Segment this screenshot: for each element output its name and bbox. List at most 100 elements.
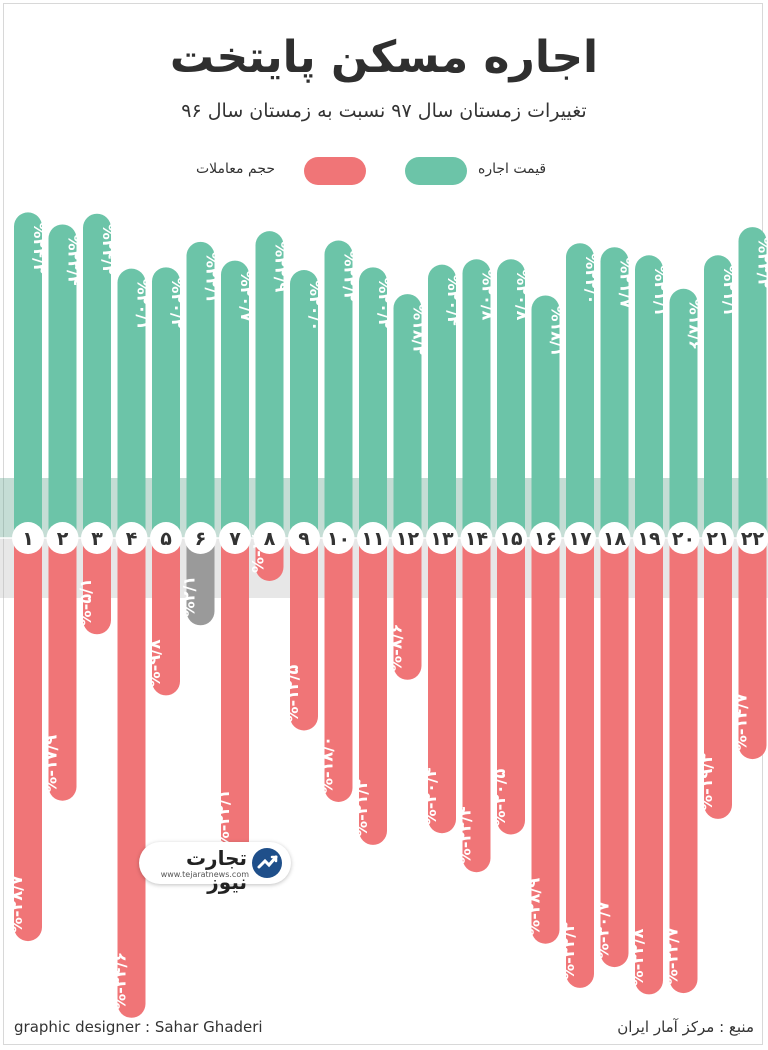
volume-bar	[221, 524, 249, 856]
category-label: ۴	[126, 528, 138, 550]
rent-value-label: %۲۰/۷	[237, 271, 256, 322]
volume-bar	[635, 524, 663, 995]
category-circle	[633, 522, 665, 554]
rent-value-label: %۲۳/۲	[755, 237, 768, 288]
rent-bar	[359, 267, 387, 552]
category-circle	[288, 522, 320, 554]
category-label: ۱۰	[327, 528, 350, 550]
volume-bar	[497, 524, 525, 835]
volume-value-label: %-۱۲/۵	[283, 664, 302, 722]
rent-value-label: %۲۴/۳	[30, 222, 49, 273]
chart-subtitle: تغییرات زمستان سال ۹۷ نسبت به زمستان سال…	[181, 100, 587, 122]
category-circle	[253, 522, 286, 554]
legend-rent-label: قیمت اجاره	[478, 161, 547, 177]
category-label: ۲	[57, 528, 69, 550]
volume-bar	[738, 524, 767, 760]
volume-value-label: %-۲۰/۴	[421, 767, 440, 825]
legend-rent-swatch	[405, 157, 467, 185]
category-label: ۲۰	[672, 528, 695, 550]
category-circle	[115, 522, 148, 554]
rent-value-label: %۲۲/۲	[341, 251, 360, 302]
volume-value-label: %-۳۲/۷	[663, 927, 682, 985]
rent-bar	[290, 270, 318, 552]
brand-badge: تجارت نیوز www.tejaratnews.com	[139, 842, 291, 894]
category-label: ۹	[298, 528, 310, 550]
rent-value-label: %۲۴/۲	[99, 224, 118, 275]
category-label: ۱۹	[637, 528, 661, 550]
tejaratnews-logo-icon	[252, 848, 282, 878]
volume-bar	[152, 524, 180, 696]
rent-value-label: %۱۸/۲	[410, 304, 429, 355]
volume-bar	[324, 524, 353, 802]
rent-value-label: %۲۰/۱	[134, 279, 153, 330]
rent-value-label: %۲۰/۸	[513, 269, 532, 320]
rent-bar	[738, 227, 767, 552]
rent-value-label: %۲۰/۴	[444, 275, 463, 326]
rent-value-label: %۲۳/۴	[65, 234, 84, 285]
category-circle	[184, 522, 217, 554]
rent-bar	[186, 241, 215, 553]
rent-value-label: %۲۱/۷	[617, 257, 636, 308]
source-credit: منبع : مرکز آمار ایران	[617, 1018, 754, 1036]
rent-bar	[531, 295, 560, 552]
rent-bar	[600, 247, 629, 552]
category-label: ۲۲	[741, 528, 765, 550]
category-label: ۱۶	[534, 528, 557, 550]
volume-bar	[669, 524, 698, 994]
rent-bar	[566, 243, 594, 552]
volume-bar	[359, 524, 387, 845]
category-circle	[460, 522, 493, 554]
volume-value-label: %-۲۱/۳	[352, 779, 371, 837]
volume-value-label: %-۲۸/۷	[7, 875, 26, 933]
volume-value-label: %۲/۱	[180, 576, 199, 617]
rent-value-label: %۱۸/۱	[548, 305, 567, 356]
volume-bar	[566, 524, 594, 988]
volume-bar	[704, 524, 732, 819]
category-label: ۱۴	[465, 528, 488, 550]
legend-volume-label: حجم معاملات	[196, 161, 276, 177]
volume-value-label: %-۲۳/۴	[456, 806, 475, 864]
rent-bar	[497, 259, 525, 552]
volume-value-label: %-۳۰/۷	[594, 901, 613, 959]
rent-bar	[152, 267, 180, 552]
volume-bar	[600, 524, 629, 968]
rent-bar	[393, 294, 422, 552]
volume-value-label: %-۱۴/۷	[732, 693, 751, 751]
volume-bar	[428, 524, 456, 834]
category-label: ۷	[229, 528, 241, 550]
category-circle	[529, 522, 562, 554]
category-circle	[736, 522, 768, 554]
rent-bar	[428, 264, 456, 552]
legend-volume-swatch	[304, 157, 366, 185]
category-circle	[81, 522, 113, 554]
category-label: ۱۲	[396, 528, 420, 550]
volume-bar	[48, 524, 77, 801]
rent-value-label: %۲۰/۲	[375, 277, 394, 328]
category-label: ۸	[264, 528, 276, 550]
category-circle	[495, 522, 527, 554]
category-circle	[702, 522, 734, 554]
rent-bar	[221, 260, 249, 552]
rent-bar	[704, 255, 732, 552]
rent-value-label: %۲۲/۰	[582, 253, 601, 304]
volume-value-label: %-۱۷/۹	[42, 735, 61, 793]
category-label: ۱	[22, 528, 34, 550]
rent-bar	[117, 268, 146, 552]
brand-url: www.tejaratnews.com	[160, 870, 249, 879]
rent-bar	[462, 259, 491, 552]
category-label: ۱۳	[430, 528, 454, 550]
rent-bar	[324, 240, 353, 552]
chart-title: اجاره مسکن پایتخت	[169, 32, 599, 83]
rent-bar	[255, 231, 284, 552]
volume-value-label: %-۱۹/۳	[697, 753, 716, 811]
volume-value-label: %-۲۰/۵	[490, 768, 509, 826]
category-circle	[46, 522, 79, 554]
category-circle	[150, 522, 182, 554]
rent-bar	[48, 224, 77, 552]
volume-value-label: %-۳۴/۶	[111, 952, 130, 1010]
rent-value-label: %۲۲/۱	[203, 252, 222, 303]
rent-value-label: %۱۸/۶	[686, 299, 705, 350]
brand-name: تجارت نیوز	[185, 846, 247, 894]
category-circle	[357, 522, 389, 554]
